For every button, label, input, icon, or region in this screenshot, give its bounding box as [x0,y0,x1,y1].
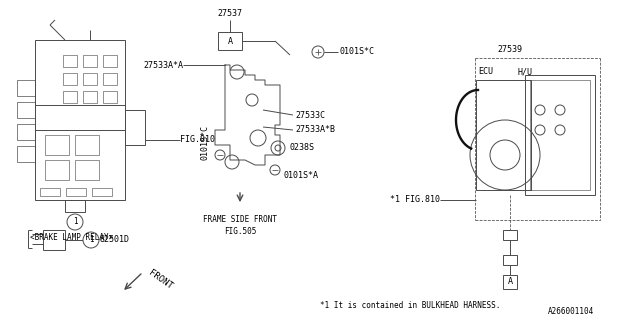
Text: FRONT: FRONT [147,268,174,291]
Bar [218,32,242,50]
Text: 0101S*A: 0101S*A [283,171,318,180]
Text: 1: 1 [89,236,93,244]
Text: 27533A*B: 27533A*B [295,125,335,134]
Text: 27533C: 27533C [295,110,325,119]
Bar [503,255,517,265]
Bar [503,230,517,240]
Bar [35,40,125,200]
Text: 0101S*C: 0101S*C [340,47,375,57]
Bar [43,230,65,250]
Bar [17,146,35,162]
Bar [40,188,60,196]
Bar [503,275,517,289]
Bar [525,75,595,195]
Bar [83,91,97,103]
Text: <BRAKE LAMP RELAY>: <BRAKE LAMP RELAY> [30,234,113,243]
Text: 27537: 27537 [218,10,243,19]
Bar [45,160,69,180]
Text: FIG.505: FIG.505 [224,228,256,236]
Text: *1 It is contained in BULKHEAD HARNESS.: *1 It is contained in BULKHEAD HARNESS. [320,300,500,309]
Circle shape [67,214,83,230]
Bar [65,200,85,212]
Bar [75,135,99,155]
Text: ECU: ECU [478,68,493,76]
Text: 27533A*A: 27533A*A [143,60,183,69]
Text: *1 FIG.810: *1 FIG.810 [390,196,440,204]
Text: 1: 1 [73,218,77,227]
Text: H/U: H/U [518,68,533,76]
Bar [103,55,117,67]
Bar [75,160,99,180]
Text: 0238S: 0238S [290,143,315,153]
Text: A: A [227,36,232,45]
Bar [63,91,77,103]
Bar [103,73,117,85]
Bar [530,80,590,190]
Text: 27539: 27539 [497,45,522,54]
Text: 0101S*C: 0101S*C [201,125,210,161]
Bar [83,73,97,85]
Text: A: A [508,277,513,286]
Bar [103,91,117,103]
Bar [63,55,77,67]
Bar [63,73,77,85]
Bar [17,80,35,96]
Bar [92,188,112,196]
Bar [125,110,145,145]
Text: 82501D: 82501D [100,236,130,244]
Bar [17,102,35,118]
Circle shape [83,232,99,248]
Bar [66,188,86,196]
Bar [17,124,35,140]
Text: FRAME SIDE FRONT: FRAME SIDE FRONT [203,215,277,225]
Bar [476,80,531,190]
Bar [83,55,97,67]
Text: FIG.810: FIG.810 [180,135,215,145]
Bar [45,135,69,155]
Text: A266001104: A266001104 [548,308,595,316]
